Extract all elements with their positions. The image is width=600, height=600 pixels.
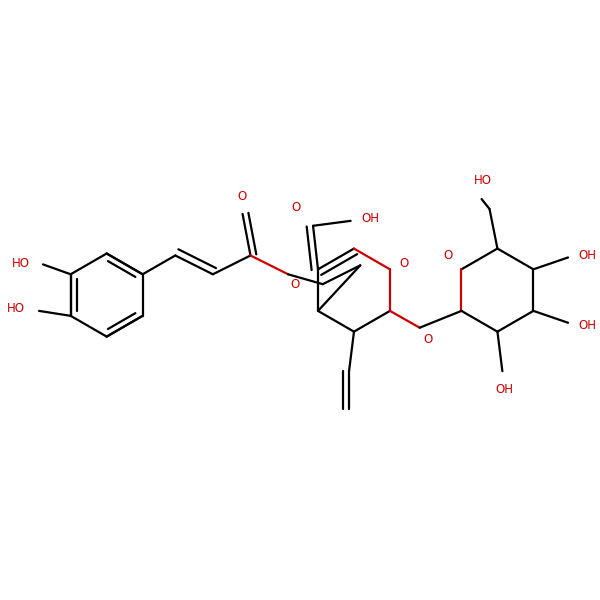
Text: HO: HO bbox=[12, 257, 30, 270]
Text: O: O bbox=[290, 278, 299, 290]
Text: OH: OH bbox=[579, 319, 597, 332]
Text: HO: HO bbox=[473, 174, 491, 187]
Text: OH: OH bbox=[579, 249, 597, 262]
Text: O: O bbox=[399, 257, 409, 270]
Text: O: O bbox=[423, 333, 432, 346]
Text: OH: OH bbox=[496, 383, 514, 395]
Text: HO: HO bbox=[7, 302, 25, 316]
Text: OH: OH bbox=[361, 212, 379, 226]
Text: O: O bbox=[292, 200, 301, 214]
Text: O: O bbox=[443, 249, 452, 262]
Text: O: O bbox=[237, 190, 246, 203]
